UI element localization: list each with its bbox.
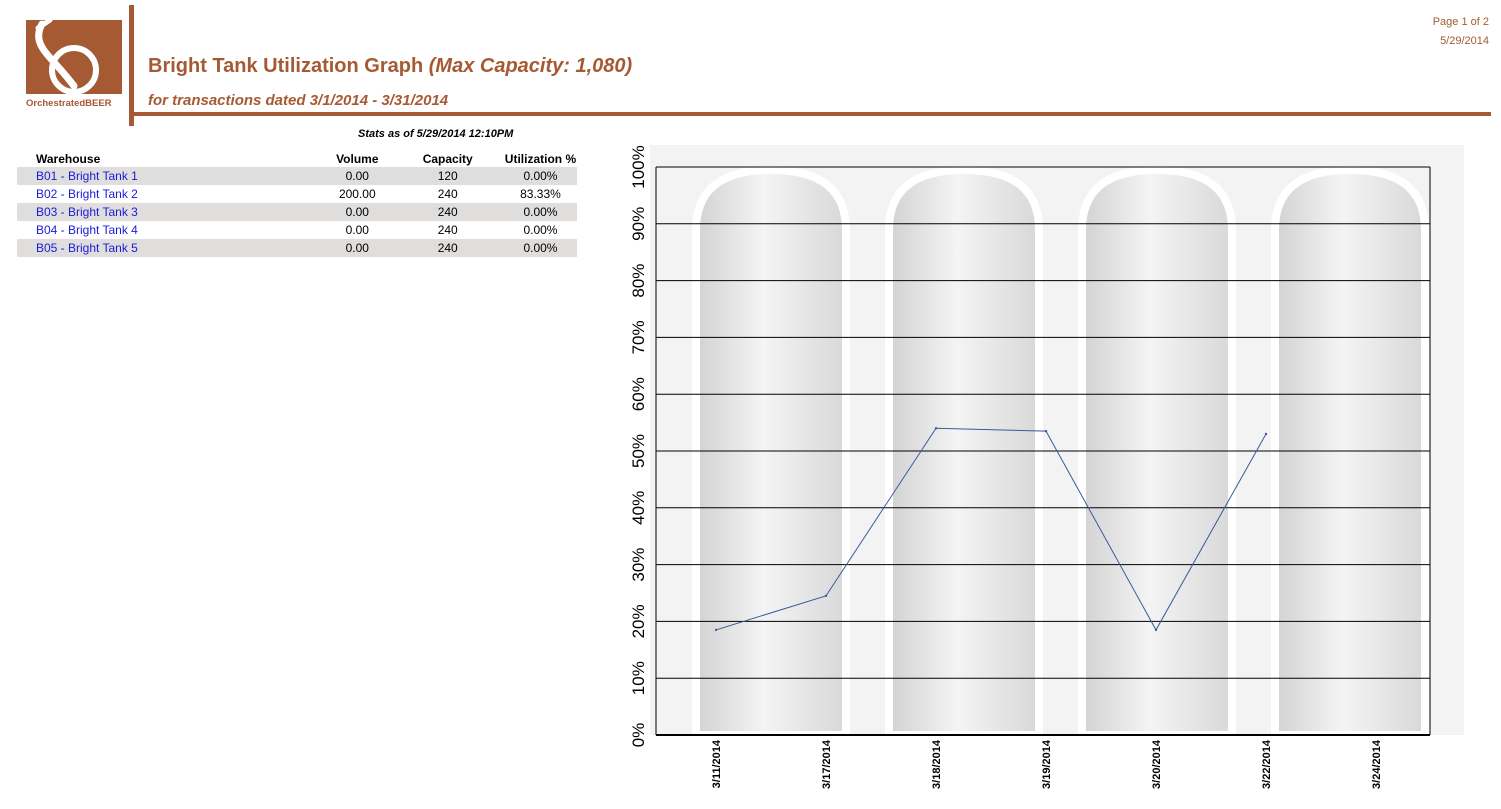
data-point bbox=[1264, 432, 1268, 436]
x-tick-label: 3/22/2014 bbox=[1261, 739, 1273, 789]
warehouse-link-b04[interactable]: B04 - Bright Tank 4 bbox=[36, 223, 138, 237]
data-point bbox=[824, 594, 828, 598]
volume-cell: 0.00 bbox=[323, 167, 392, 185]
col-utilization: Utilization % bbox=[504, 151, 577, 166]
capacity-cell: 240 bbox=[437, 187, 458, 201]
report-title: Bright Tank Utilization Graph (Max Capac… bbox=[148, 55, 632, 78]
utilization-cell: 0.00% bbox=[503, 239, 577, 257]
x-tick-label: 3/11/2014 bbox=[711, 739, 723, 788]
x-tick-label: 3/18/2014 bbox=[931, 739, 943, 789]
y-tick-label: 80% bbox=[629, 264, 648, 298]
table-row: B05 - Bright Tank 5 0.00 240 0.00% bbox=[17, 239, 577, 257]
tank-watermark-icon bbox=[885, 165, 1043, 739]
orchestrated-beer-logo: OrchestratedBEER bbox=[22, 16, 128, 116]
y-tick-label: 90% bbox=[629, 207, 648, 241]
warehouse-link-b01[interactable]: B01 - Bright Tank 1 bbox=[36, 169, 138, 183]
stats-header-row: Warehouse Volume Capacity Utilization % bbox=[17, 150, 577, 167]
utilization-cell: 0.00% bbox=[523, 223, 558, 237]
y-tick-label: 20% bbox=[629, 604, 648, 638]
warehouse-link-b05[interactable]: B05 - Bright Tank 5 bbox=[36, 241, 138, 255]
utilization-line-chart: 0% 10% 20% 30% 40% 50% 60% 70% 80% 90% 100% 3/11/2… bbox=[629, 145, 1464, 789]
capacity-cell: 240 bbox=[437, 223, 458, 237]
capacity-cell: 240 bbox=[391, 203, 504, 221]
tank-watermark-icon bbox=[692, 165, 850, 739]
y-tick-label: 0% bbox=[629, 723, 648, 748]
y-tick-label: 50% bbox=[629, 434, 648, 468]
x-axis-tick-labels: 3/11/2014 3/17/2014 3/18/2014 3/19/2014 3/20… bbox=[711, 739, 1383, 789]
y-tick-label: 30% bbox=[629, 548, 648, 582]
volume-cell: 0.00 bbox=[323, 239, 392, 257]
page-number: Page 1 of 2 bbox=[1432, 16, 1489, 28]
y-tick-label: 60% bbox=[629, 377, 648, 411]
tank-watermark-icon bbox=[1271, 165, 1429, 739]
y-tick-label: 10% bbox=[629, 661, 648, 695]
volume-cell: 0.00 bbox=[345, 223, 369, 237]
header-horizontal-rule bbox=[134, 112, 1491, 116]
chart-gridlines bbox=[655, 166, 1431, 736]
data-point bbox=[1154, 628, 1158, 632]
report-title-text: Bright Tank Utilization Graph bbox=[148, 55, 424, 77]
x-tick-label: 3/24/2014 bbox=[1371, 739, 1383, 789]
volume-cell: 0.00 bbox=[323, 203, 392, 221]
y-tick-label: 100% bbox=[629, 145, 648, 188]
y-axis-tick-labels: 0% 10% 20% 30% 40% 50% 60% 70% 80% 90% 100% bbox=[629, 145, 648, 747]
y-tick-label: 40% bbox=[629, 491, 648, 525]
volume-cell: 200.00 bbox=[338, 187, 376, 201]
x-tick-label: 3/19/2014 bbox=[1041, 739, 1053, 789]
data-point bbox=[714, 628, 718, 632]
warehouse-link-b03[interactable]: B03 - Bright Tank 3 bbox=[36, 205, 138, 219]
data-point bbox=[1044, 429, 1048, 433]
logo-text: OrchestratedBEER bbox=[26, 98, 112, 109]
chart-series bbox=[714, 427, 1268, 632]
table-row: B01 - Bright Tank 1 0.00 120 0.00% bbox=[17, 167, 577, 185]
col-warehouse: Warehouse bbox=[36, 151, 101, 166]
table-row: B03 - Bright Tank 3 0.00 240 0.00% bbox=[17, 203, 577, 221]
utilization-cell: 0.00% bbox=[503, 167, 577, 185]
series-line bbox=[715, 427, 1267, 631]
col-volume: Volume bbox=[336, 151, 379, 166]
stats-as-of: Stats as of 5/29/2014 12:10PM bbox=[358, 128, 514, 140]
col-capacity: Capacity bbox=[422, 151, 473, 166]
x-tick-label: 3/20/2014 bbox=[1151, 739, 1163, 789]
stats-table: Warehouse Volume Capacity Utilization % … bbox=[17, 150, 577, 257]
utilization-cell: 0.00% bbox=[503, 203, 577, 221]
capacity-cell: 120 bbox=[391, 167, 504, 185]
header-vertical-rule bbox=[129, 5, 134, 126]
tank-watermark-icon bbox=[1078, 165, 1236, 739]
utilization-cell: 83.33% bbox=[520, 187, 561, 201]
chart-background bbox=[650, 145, 1464, 739]
report-date: 5/29/2014 bbox=[1440, 35, 1489, 47]
report-max-capacity: (Max Capacity: 1,080) bbox=[428, 55, 633, 77]
report-subtitle: for transactions dated 3/1/2014 - 3/31/2… bbox=[148, 92, 449, 109]
y-tick-label: 70% bbox=[629, 320, 648, 354]
data-point bbox=[934, 427, 938, 430]
warehouse-link-b02[interactable]: B02 - Bright Tank 2 bbox=[36, 187, 138, 201]
table-row: B04 - Bright Tank 4 0.00 240 0.00% bbox=[17, 221, 577, 239]
x-tick-label: 3/17/2014 bbox=[821, 739, 833, 789]
capacity-cell: 240 bbox=[391, 239, 504, 257]
table-row: B02 - Bright Tank 2 200.00 240 83.33% bbox=[17, 185, 577, 203]
